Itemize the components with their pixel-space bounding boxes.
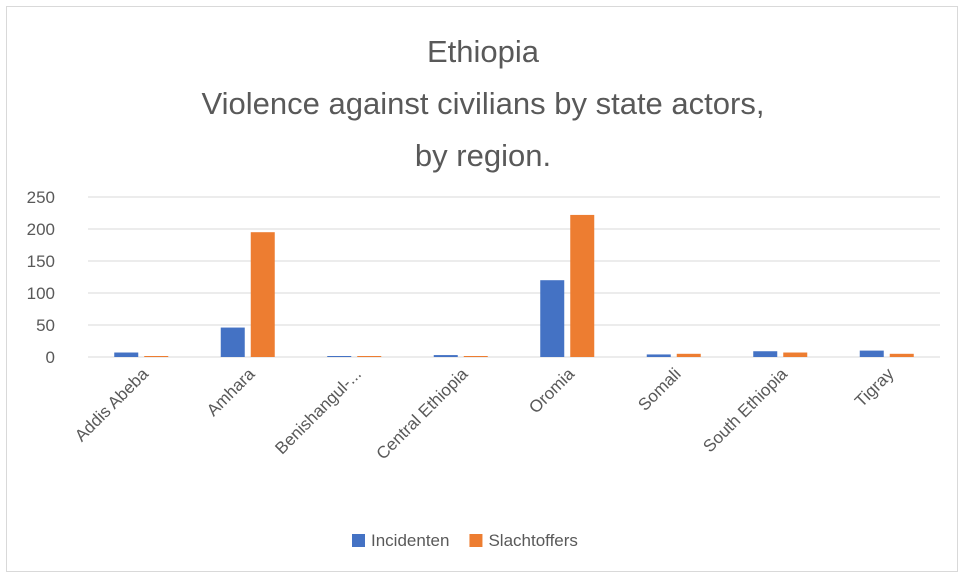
legend-swatch-incidenten — [352, 534, 365, 547]
x-category-label: Amhara — [203, 364, 259, 420]
legend-swatch-slachtoffers — [469, 534, 483, 547]
bar-incidenten-1 — [220, 327, 245, 357]
bar-incidenten-7 — [859, 350, 884, 357]
y-axis-ticks: 0 50 100 150 200 250 — [27, 188, 55, 367]
bar-slachtoffers-4 — [570, 214, 595, 357]
x-category-label: Central Ethiopia — [373, 364, 472, 463]
bar-slachtoffers-7 — [889, 353, 914, 357]
x-category-label: South Ethiopia — [699, 364, 791, 456]
x-category-label: Oromia — [525, 364, 578, 417]
bar-incidenten-5 — [646, 354, 671, 357]
bar-incidenten-3 — [433, 355, 458, 357]
y-tick-label: 150 — [27, 252, 55, 271]
bar-incidenten-4 — [540, 280, 565, 357]
bar-incidenten-2 — [327, 356, 352, 357]
chart-title-line-2: Violence against civilians by state acto… — [202, 86, 765, 121]
y-tick-label: 250 — [27, 188, 55, 207]
bar-slachtoffers-0 — [144, 356, 169, 357]
x-category-label: Benishangul-... — [271, 364, 365, 458]
x-category-label: Somali — [634, 364, 684, 414]
y-tick-label: 100 — [27, 284, 55, 303]
bar-slachtoffers-3 — [463, 356, 488, 357]
x-axis-labels: Addis Abeba Amhara Benishangul-... Central … — [71, 364, 898, 463]
chart-frame — [6, 6, 958, 572]
bar-slachtoffers-5 — [676, 353, 701, 357]
x-category-label: Tigray — [851, 364, 898, 411]
y-tick-label: 50 — [36, 316, 55, 335]
legend-label-slachtoffers: Slachtoffers — [488, 531, 577, 550]
gridlines — [88, 196, 940, 358]
chart-title-line-1: Ethiopia — [427, 34, 540, 69]
bars — [114, 214, 914, 357]
bar-slachtoffers-1 — [250, 232, 275, 357]
legend: Incidenten Slachtoffers — [352, 531, 578, 550]
bar-incidenten-0 — [114, 352, 139, 357]
y-tick-label: 0 — [46, 348, 55, 367]
x-category-label: Addis Abeba — [71, 364, 152, 445]
y-tick-label: 200 — [27, 220, 55, 239]
chart-title-line-3: by region. — [415, 138, 551, 173]
bar-slachtoffers-2 — [357, 356, 382, 357]
chart-title: Ethiopia Violence against civilians by s… — [202, 34, 765, 173]
legend-label-incidenten: Incidenten — [371, 531, 449, 550]
bar-slachtoffers-6 — [783, 352, 808, 357]
bar-incidenten-6 — [753, 351, 778, 357]
